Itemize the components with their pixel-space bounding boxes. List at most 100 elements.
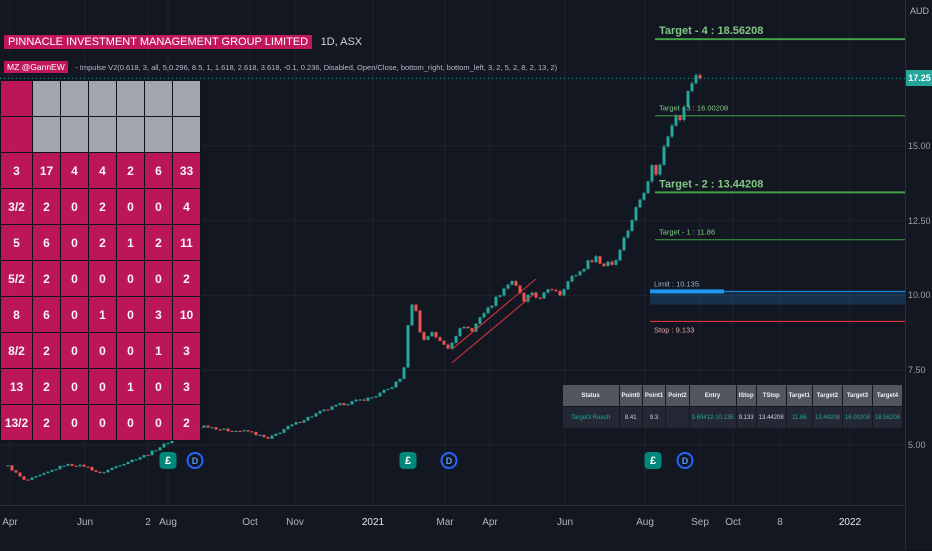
price-chart[interactable]: Target - 4 : 18.56208 Target - 3 : 16.002… bbox=[0, 0, 905, 505]
candle-body bbox=[98, 471, 102, 473]
candle-body bbox=[634, 207, 638, 221]
gann-row-label: 5 bbox=[0, 224, 33, 261]
candle-body bbox=[554, 290, 558, 292]
stats-header-cell: IStop bbox=[735, 384, 757, 407]
candle-body bbox=[370, 397, 374, 399]
candle-body bbox=[62, 465, 66, 467]
gann-cell: 1 bbox=[116, 224, 145, 261]
candle-body bbox=[270, 435, 274, 439]
gann-cell bbox=[116, 116, 145, 153]
dividend-pound-icon[interactable]: £ bbox=[399, 452, 417, 469]
candle-body bbox=[522, 292, 526, 302]
candle-body bbox=[658, 164, 662, 175]
candle-body bbox=[58, 465, 62, 470]
time-label[interactable]: Aug bbox=[636, 517, 654, 528]
time-label[interactable]: Nov bbox=[286, 517, 304, 528]
candle-body bbox=[686, 91, 690, 107]
price-axis[interactable]: AUD 17.25 5.00 7.50 10.00 12.50 15.00 bbox=[905, 0, 932, 550]
candle-body bbox=[598, 256, 602, 264]
candle-body bbox=[426, 336, 430, 340]
indicator-title[interactable]: MZ @GannEW bbox=[4, 61, 68, 73]
gann-row-label bbox=[0, 80, 33, 117]
gann-cell: 0 bbox=[60, 188, 89, 225]
candle-body bbox=[466, 326, 470, 329]
candle-body bbox=[86, 466, 90, 468]
candle-body bbox=[258, 434, 262, 436]
dividend-d-icon[interactable]: D bbox=[186, 452, 204, 469]
symbol-title[interactable]: PINNACLE INVESTMENT MANAGEMENT GROUP LIM… bbox=[4, 35, 313, 49]
candle-body bbox=[154, 450, 158, 452]
time-label[interactable]: 2 bbox=[145, 517, 151, 528]
candle-body bbox=[550, 289, 554, 291]
trend-channel-line[interactable] bbox=[451, 278, 537, 350]
stats-header-cell: Target4 bbox=[871, 384, 904, 407]
time-label[interactable]: Apr bbox=[2, 517, 18, 528]
candle-body bbox=[150, 450, 154, 456]
gann-cell: 33 bbox=[172, 152, 201, 189]
candle-body bbox=[222, 428, 226, 430]
indicator-params: - Impulse V2(0.618, 3, all, 5,0.296, 8.5… bbox=[75, 63, 558, 72]
dividend-d-icon[interactable]: D bbox=[440, 452, 458, 469]
candle-body bbox=[438, 337, 442, 341]
candle-body bbox=[266, 437, 270, 439]
time-axis[interactable]: Apr Jun 2 Aug Oct Nov 2021 Mar Apr Jun Aug Sep Oct 8 2… bbox=[0, 505, 905, 551]
dividend-pound-icon[interactable]: £ bbox=[159, 452, 177, 469]
candle-body bbox=[486, 307, 490, 314]
time-label[interactable]: 2021 bbox=[361, 517, 385, 528]
dividend-pound-icon[interactable]: £ bbox=[644, 452, 662, 469]
candle-body bbox=[30, 477, 34, 480]
candle-body bbox=[398, 378, 402, 382]
stats-value-cell: 9.133 bbox=[735, 406, 757, 429]
time-label[interactable]: Jun bbox=[76, 517, 94, 528]
candle-body bbox=[346, 404, 350, 406]
stats-value-cell: 9.3 bbox=[641, 406, 667, 429]
target-3-label: Target - 3 : 16.00208 bbox=[659, 104, 728, 113]
stats-value-cell: Target3 Reach bbox=[561, 406, 620, 429]
candle-body bbox=[618, 250, 622, 261]
currency-label[interactable]: AUD bbox=[910, 6, 930, 16]
stats-value-cell: 11.86 bbox=[785, 406, 813, 429]
candle-body bbox=[302, 420, 306, 423]
candle-body bbox=[582, 268, 586, 272]
gann-cell: 2 bbox=[172, 404, 201, 441]
indicator-row: MZ @GannEW - Impulse V2(0.618, 3, all, 5… bbox=[4, 57, 557, 75]
time-label[interactable]: Mar bbox=[436, 517, 454, 528]
time-label[interactable]: Oct bbox=[725, 517, 741, 528]
candle-body bbox=[242, 430, 246, 432]
candle-body bbox=[666, 136, 670, 147]
dividend-d-icon[interactable]: D bbox=[676, 452, 694, 469]
price-tick-label: 15.00 bbox=[908, 140, 931, 151]
stats-header-cell: Entry bbox=[688, 384, 737, 407]
symbol-interval-exchange[interactable]: 1D, ASX bbox=[320, 36, 363, 48]
time-label[interactable]: Sep bbox=[691, 517, 709, 528]
gann-cell: 2 bbox=[88, 188, 117, 225]
trend-channel-line[interactable] bbox=[451, 292, 537, 364]
time-label[interactable]: Apr bbox=[482, 517, 498, 528]
candle-body bbox=[378, 392, 382, 397]
gann-cell: 0 bbox=[116, 188, 145, 225]
candle-body bbox=[374, 396, 378, 398]
candle-body bbox=[454, 335, 458, 343]
gann-row-label bbox=[0, 116, 33, 153]
time-label[interactable]: Jun bbox=[556, 517, 574, 528]
gann-cell bbox=[144, 80, 173, 117]
gann-cell: 4 bbox=[172, 188, 201, 225]
stats-header-cell: Target2 bbox=[811, 384, 843, 407]
candle-body bbox=[678, 115, 682, 120]
current-price-badge: 17.25 bbox=[906, 70, 932, 87]
stats-header-cell: Target3 bbox=[841, 384, 873, 407]
candle-body bbox=[694, 75, 698, 84]
candle-body bbox=[50, 470, 54, 472]
price-tick-label: 12.50 bbox=[908, 215, 931, 226]
stats-value-cell: 8.41 bbox=[618, 406, 643, 429]
candle-body bbox=[690, 83, 694, 92]
time-label[interactable]: 8 bbox=[777, 517, 783, 528]
candle-body bbox=[318, 411, 322, 414]
gann-cell: 1 bbox=[88, 296, 117, 333]
time-label[interactable]: Aug bbox=[159, 517, 177, 528]
stop-label: Stop : 9.133 bbox=[654, 325, 694, 334]
gann-cell: 2 bbox=[88, 224, 117, 261]
time-label[interactable]: Oct bbox=[242, 517, 258, 528]
gann-cell bbox=[144, 116, 173, 153]
time-label[interactable]: 2022 bbox=[838, 517, 862, 528]
